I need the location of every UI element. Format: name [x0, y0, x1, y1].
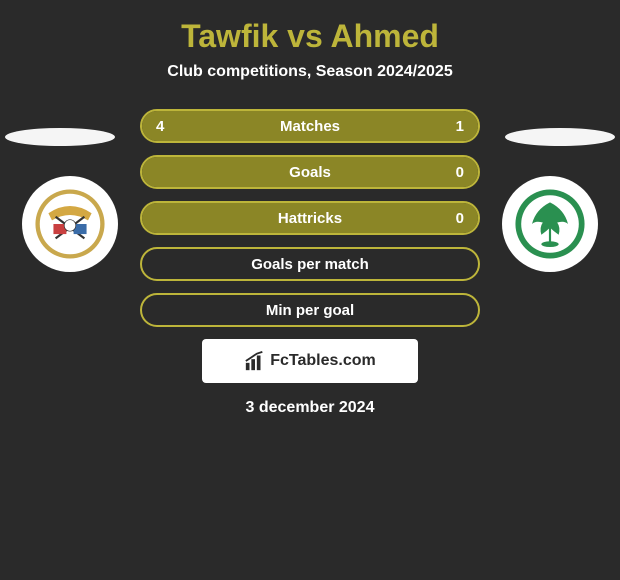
- stat-bar-goals: Goals 0: [140, 155, 480, 189]
- right-team-badge: [502, 176, 598, 272]
- stat-right-value: 0: [456, 164, 464, 181]
- stat-right-value: 1: [456, 118, 464, 135]
- page-subtitle: Club competitions, Season 2024/2025: [0, 63, 620, 109]
- stat-label: Hattricks: [142, 210, 478, 227]
- stat-label: Min per goal: [142, 302, 478, 319]
- stat-bar-matches: 4 Matches 1: [140, 109, 480, 143]
- stat-bar-min-per-goal: Min per goal: [140, 293, 480, 327]
- fctables-logo-box: FcTables.com: [202, 339, 418, 383]
- bottom-date: 3 december 2024: [0, 399, 620, 417]
- stat-bar-hattricks: Hattricks 0: [140, 201, 480, 235]
- stats-container: 4 Matches 1 Goals 0 Hattricks 0 Goals pe…: [140, 109, 480, 327]
- stat-bar-goals-per-match: Goals per match: [140, 247, 480, 281]
- logo-text: FcTables.com: [270, 352, 376, 370]
- left-team-badge: [22, 176, 118, 272]
- stat-label: Goals: [142, 164, 478, 181]
- ellipse-decoration-right: [505, 128, 615, 146]
- chart-icon: [244, 350, 266, 372]
- page-title: Tawfik vs Ahmed: [0, 0, 620, 63]
- right-badge-icon: [514, 188, 586, 260]
- stat-label: Matches: [142, 118, 478, 135]
- stat-label: Goals per match: [142, 256, 478, 273]
- left-badge-icon: [34, 188, 106, 260]
- stat-right-value: 0: [456, 210, 464, 227]
- ellipse-decoration-left: [5, 128, 115, 146]
